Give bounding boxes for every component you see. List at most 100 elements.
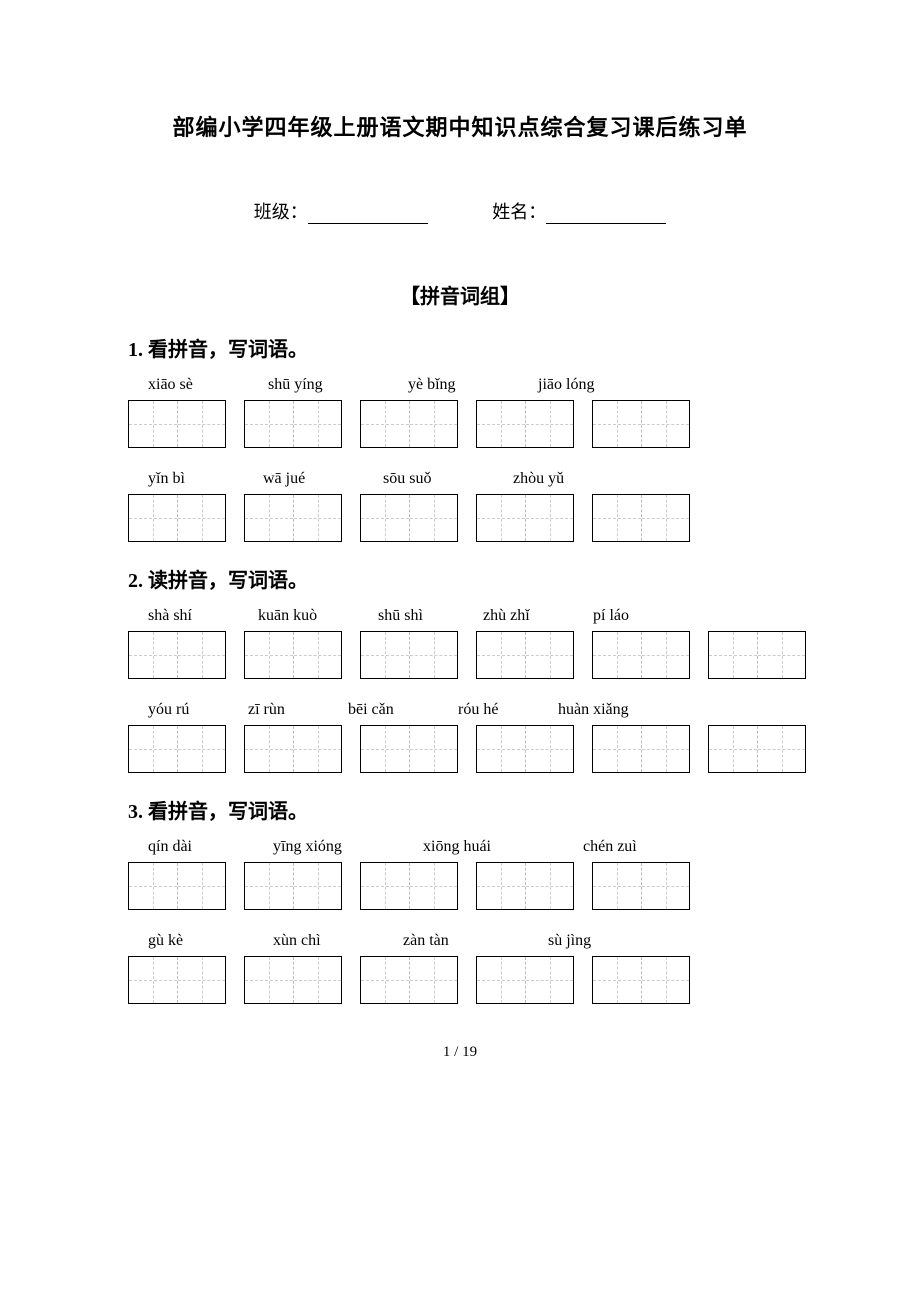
char-box[interactable]	[360, 400, 458, 448]
char-box[interactable]	[708, 631, 806, 679]
char-cell[interactable]	[129, 401, 177, 447]
char-box[interactable]	[592, 862, 690, 910]
char-box[interactable]	[476, 631, 574, 679]
char-cell[interactable]	[129, 957, 177, 1003]
char-box[interactable]	[592, 400, 690, 448]
char-box[interactable]	[128, 400, 226, 448]
char-cell[interactable]	[129, 726, 177, 772]
char-cell[interactable]	[129, 863, 177, 909]
char-box[interactable]	[360, 956, 458, 1004]
char-cell[interactable]	[641, 401, 689, 447]
char-box[interactable]	[592, 631, 690, 679]
char-cell[interactable]	[525, 495, 573, 541]
char-box[interactable]	[244, 400, 342, 448]
char-box[interactable]	[360, 494, 458, 542]
char-box[interactable]	[128, 631, 226, 679]
char-cell[interactable]	[361, 401, 409, 447]
char-cell[interactable]	[477, 957, 525, 1003]
char-cell[interactable]	[245, 401, 293, 447]
char-box[interactable]	[128, 725, 226, 773]
char-box[interactable]	[244, 494, 342, 542]
char-cell[interactable]	[361, 957, 409, 1003]
char-cell[interactable]	[293, 401, 341, 447]
char-cell[interactable]	[361, 632, 409, 678]
char-box[interactable]	[592, 956, 690, 1004]
char-cell[interactable]	[477, 495, 525, 541]
char-cell[interactable]	[641, 495, 689, 541]
char-cell[interactable]	[409, 957, 457, 1003]
char-cell[interactable]	[361, 726, 409, 772]
char-cell[interactable]	[593, 632, 641, 678]
char-cell[interactable]	[177, 401, 225, 447]
char-box[interactable]	[244, 956, 342, 1004]
char-cell[interactable]	[409, 726, 457, 772]
char-cell[interactable]	[525, 726, 573, 772]
char-cell[interactable]	[593, 863, 641, 909]
char-box[interactable]	[592, 494, 690, 542]
char-cell[interactable]	[525, 401, 573, 447]
char-cell[interactable]	[477, 401, 525, 447]
char-cell[interactable]	[245, 495, 293, 541]
char-cell[interactable]	[245, 726, 293, 772]
char-cell[interactable]	[757, 726, 805, 772]
char-box[interactable]	[476, 494, 574, 542]
char-cell[interactable]	[177, 632, 225, 678]
char-box[interactable]	[360, 631, 458, 679]
char-cell[interactable]	[709, 632, 757, 678]
char-box[interactable]	[476, 862, 574, 910]
char-box[interactable]	[360, 862, 458, 910]
char-cell[interactable]	[129, 495, 177, 541]
char-cell[interactable]	[361, 495, 409, 541]
char-box[interactable]	[592, 725, 690, 773]
char-cell[interactable]	[293, 632, 341, 678]
char-cell[interactable]	[177, 957, 225, 1003]
char-cell[interactable]	[177, 863, 225, 909]
char-cell[interactable]	[293, 495, 341, 541]
char-cell[interactable]	[525, 863, 573, 909]
name-blank[interactable]	[546, 210, 666, 224]
char-box[interactable]	[244, 862, 342, 910]
char-cell[interactable]	[757, 632, 805, 678]
char-cell[interactable]	[593, 401, 641, 447]
char-box[interactable]	[360, 725, 458, 773]
char-cell[interactable]	[409, 632, 457, 678]
char-box[interactable]	[128, 862, 226, 910]
char-box[interactable]	[476, 400, 574, 448]
char-cell[interactable]	[641, 957, 689, 1003]
char-cell[interactable]	[293, 726, 341, 772]
char-cell[interactable]	[525, 957, 573, 1003]
char-cell[interactable]	[177, 726, 225, 772]
char-cell[interactable]	[245, 957, 293, 1003]
char-cell[interactable]	[245, 632, 293, 678]
char-box[interactable]	[244, 725, 342, 773]
char-cell[interactable]	[641, 863, 689, 909]
char-cell[interactable]	[525, 632, 573, 678]
char-cell[interactable]	[477, 863, 525, 909]
char-cell[interactable]	[477, 632, 525, 678]
char-cell[interactable]	[709, 726, 757, 772]
char-box[interactable]	[244, 631, 342, 679]
char-box[interactable]	[476, 725, 574, 773]
char-cell[interactable]	[593, 726, 641, 772]
char-cell[interactable]	[293, 957, 341, 1003]
char-box[interactable]	[128, 956, 226, 1004]
char-cell[interactable]	[477, 726, 525, 772]
char-cell[interactable]	[361, 863, 409, 909]
char-cell[interactable]	[593, 957, 641, 1003]
char-cell[interactable]	[293, 863, 341, 909]
char-cell[interactable]	[641, 632, 689, 678]
char-box[interactable]	[476, 956, 574, 1004]
char-cell[interactable]	[409, 495, 457, 541]
char-cell[interactable]	[641, 726, 689, 772]
char-box[interactable]	[708, 725, 806, 773]
char-cell[interactable]	[409, 863, 457, 909]
char-cell[interactable]	[409, 401, 457, 447]
char-cell[interactable]	[245, 863, 293, 909]
char-cell[interactable]	[129, 632, 177, 678]
char-box[interactable]	[128, 494, 226, 542]
char-cell[interactable]	[177, 495, 225, 541]
class-blank[interactable]	[308, 210, 428, 224]
char-cell[interactable]	[593, 495, 641, 541]
pinyin-item: sōu suǒ	[383, 470, 513, 488]
pinyin-item: shà shí	[148, 607, 258, 625]
